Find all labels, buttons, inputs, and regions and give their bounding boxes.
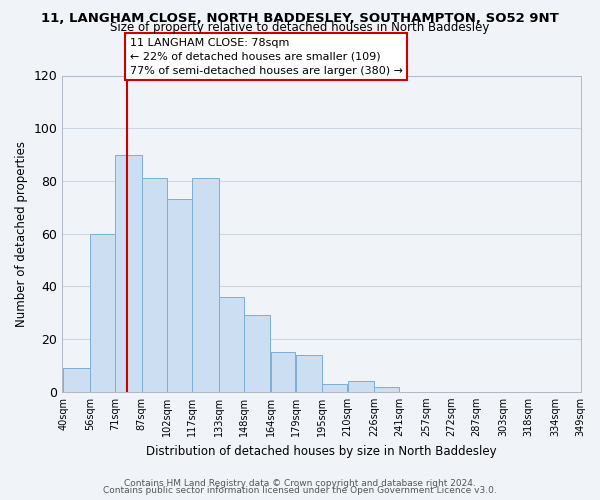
Y-axis label: Number of detached properties: Number of detached properties bbox=[15, 140, 28, 326]
Text: Contains HM Land Registry data © Crown copyright and database right 2024.: Contains HM Land Registry data © Crown c… bbox=[124, 478, 476, 488]
Text: Size of property relative to detached houses in North Baddesley: Size of property relative to detached ho… bbox=[110, 22, 490, 35]
Bar bbox=[322, 384, 347, 392]
Bar bbox=[167, 200, 192, 392]
Text: Contains public sector information licensed under the Open Government Licence v3: Contains public sector information licen… bbox=[103, 486, 497, 495]
Bar bbox=[244, 316, 271, 392]
Text: 11 LANGHAM CLOSE: 78sqm
← 22% of detached houses are smaller (109)
77% of semi-d: 11 LANGHAM CLOSE: 78sqm ← 22% of detache… bbox=[130, 38, 403, 76]
Bar bbox=[63, 368, 90, 392]
X-axis label: Distribution of detached houses by size in North Baddesley: Distribution of detached houses by size … bbox=[146, 444, 497, 458]
Bar bbox=[192, 178, 218, 392]
Bar bbox=[271, 352, 295, 392]
Bar bbox=[219, 297, 244, 392]
Bar bbox=[142, 178, 167, 392]
Bar bbox=[374, 386, 399, 392]
Bar bbox=[347, 382, 374, 392]
Bar bbox=[90, 234, 115, 392]
Bar bbox=[296, 355, 322, 392]
Text: 11, LANGHAM CLOSE, NORTH BADDESLEY, SOUTHAMPTON, SO52 9NT: 11, LANGHAM CLOSE, NORTH BADDESLEY, SOUT… bbox=[41, 12, 559, 24]
Bar bbox=[115, 154, 142, 392]
